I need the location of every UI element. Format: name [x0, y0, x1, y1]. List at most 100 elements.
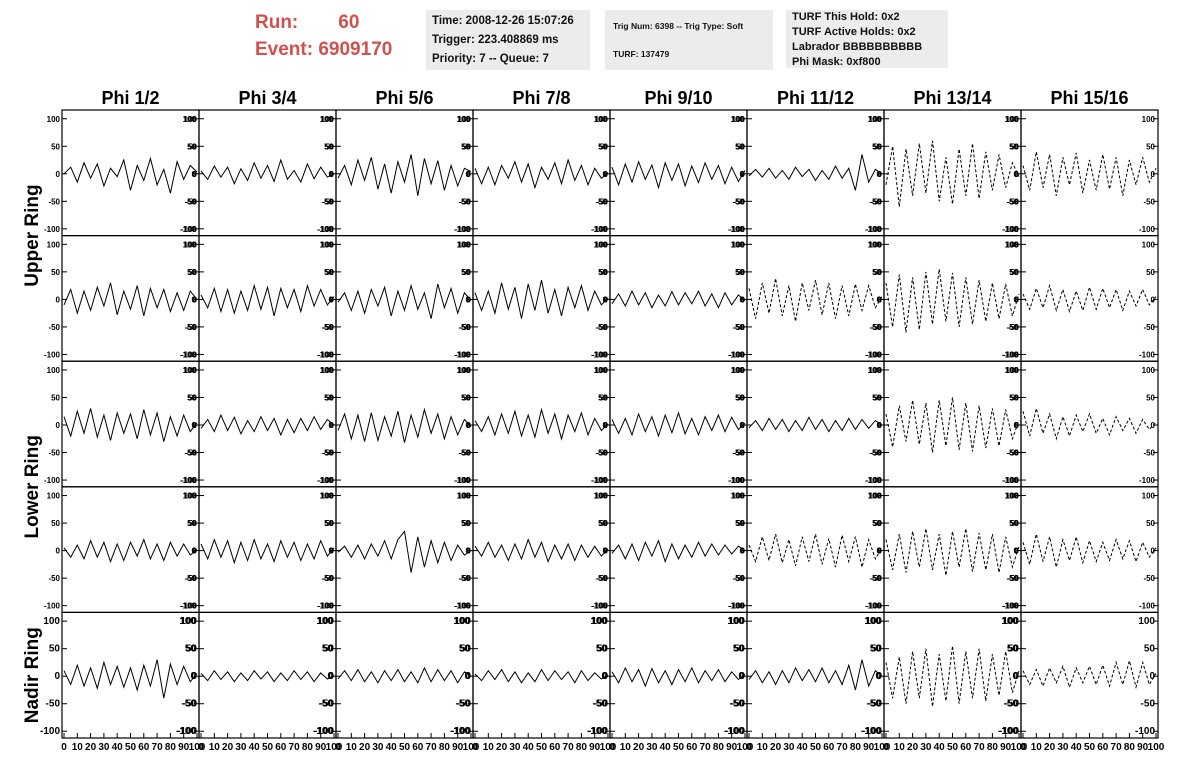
- y-tick-label: 50: [872, 142, 881, 151]
- y-tick-label: 50: [325, 519, 334, 528]
- x-tick-label: 50: [673, 742, 685, 753]
- y-tick-label: -50: [596, 323, 608, 332]
- x-tick-label: 20: [770, 742, 782, 753]
- y-tick-label: 100: [731, 115, 745, 124]
- y-tick-label: 50: [188, 142, 197, 151]
- y-tick-label: -100: [592, 225, 609, 234]
- y-tick-label: 100: [183, 115, 197, 124]
- x-tick-label: 20: [633, 742, 645, 753]
- y-tick-label: 0: [465, 671, 471, 682]
- x-tick-label: 50: [1084, 742, 1096, 753]
- y-tick-label: 100: [594, 492, 608, 501]
- x-tick-label: 0: [198, 742, 204, 753]
- x-tick-label: 0: [335, 742, 341, 753]
- x-tick-label: 60: [686, 742, 698, 753]
- waveform: [474, 668, 609, 684]
- x-tick-label: 10: [209, 742, 221, 753]
- y-tick-label: 100: [1005, 366, 1019, 375]
- y-tick-label: 0: [1013, 671, 1019, 682]
- y-tick-label: 100: [731, 366, 745, 375]
- y-tick-label: 0: [603, 295, 608, 304]
- y-tick-label: -100: [865, 225, 882, 234]
- y-tick-label: -50: [733, 574, 745, 583]
- y-tick-label: -100: [313, 726, 333, 737]
- waveform: [1022, 533, 1157, 568]
- y-tick-label: -50: [1006, 323, 1018, 332]
- y-tick-label: 50: [736, 519, 745, 528]
- y-tick-label: -50: [870, 323, 882, 332]
- y-tick-label: 100: [453, 616, 470, 627]
- y-tick-label: 100: [1142, 240, 1156, 249]
- x-tick-label: 60: [1097, 742, 1109, 753]
- y-tick-label: 100: [595, 366, 609, 375]
- y-tick-label: 100: [1142, 366, 1156, 375]
- y-tick-label: -100: [592, 350, 609, 359]
- y-tick-label: -100: [317, 350, 334, 359]
- y-tick-label: 100: [869, 115, 883, 124]
- panel-frame: [1020, 486, 1159, 613]
- waveform: [63, 659, 198, 699]
- y-tick-label: -50: [593, 699, 608, 710]
- y-tick-label: 0: [190, 671, 196, 682]
- y-tick-label: 0: [877, 295, 882, 304]
- x-tick-label: 0: [61, 742, 67, 753]
- y-tick-label: 100: [47, 366, 61, 375]
- y-tick-label: 100: [183, 366, 197, 375]
- x-tick-label: 90: [178, 742, 190, 753]
- y-tick-label: 0: [739, 671, 745, 682]
- y-tick-label: -50: [458, 574, 470, 583]
- waveform: [1022, 151, 1157, 196]
- y-tick-label: 100: [43, 616, 60, 627]
- y-tick-label: 100: [316, 616, 333, 627]
- panel-frame: [198, 109, 337, 237]
- panel-frame: [1020, 235, 1159, 362]
- y-tick-label: 100: [457, 366, 471, 375]
- y-tick-label: -100: [591, 225, 608, 234]
- waveform: [474, 407, 609, 441]
- y-tick-label: 100: [1005, 240, 1019, 249]
- y-tick-label: 0: [192, 421, 197, 430]
- waveform: [1022, 283, 1157, 314]
- column-title: Phi 3/4: [238, 88, 296, 108]
- y-tick-label: 0: [603, 547, 608, 556]
- x-tick-label: 10: [346, 742, 358, 753]
- x-tick-label: 70: [563, 742, 575, 753]
- y-tick-label: -100: [866, 602, 883, 611]
- y-tick-label: 50: [187, 519, 196, 528]
- waveform: [611, 539, 746, 564]
- y-tick-label: 50: [873, 519, 882, 528]
- y-tick-label: 0: [192, 547, 197, 556]
- y-tick-label: -50: [1006, 449, 1018, 458]
- y-tick-label: 50: [872, 393, 881, 402]
- panel-frame: [198, 486, 337, 613]
- panel-frame: [198, 611, 337, 739]
- y-tick-label: 50: [599, 142, 608, 151]
- y-tick-label: 100: [320, 366, 334, 375]
- row-label: Upper Ring: [22, 184, 43, 286]
- y-tick-label: -100: [1003, 602, 1020, 611]
- waveform: [337, 283, 472, 319]
- y-tick-label: 100: [868, 115, 882, 124]
- x-tick-label: 80: [987, 742, 999, 753]
- y-tick-label: 100: [732, 492, 746, 501]
- y-tick-label: 50: [735, 519, 744, 528]
- waveform: [63, 538, 198, 564]
- y-tick-label: -50: [322, 574, 334, 583]
- y-tick-label: 50: [51, 393, 60, 402]
- y-tick-label: 0: [466, 295, 471, 304]
- y-tick-label: 50: [733, 644, 745, 655]
- panel-frame: [609, 109, 748, 237]
- info-line: TURF Active Holds: 0x2: [792, 26, 916, 38]
- waveform: [63, 282, 198, 317]
- y-tick-label: -100: [1003, 350, 1020, 359]
- panel-frame: [746, 360, 885, 488]
- y-tick-label: -100: [998, 726, 1018, 737]
- panel-frame: [61, 486, 200, 613]
- y-tick-label: -100: [866, 225, 883, 234]
- y-tick-label: 50: [598, 519, 607, 528]
- y-tick-label: 50: [51, 268, 60, 277]
- y-tick-label: -100: [1002, 476, 1019, 485]
- y-tick-label: 50: [459, 644, 471, 655]
- y-tick-label: -50: [459, 449, 471, 458]
- y-tick-label: -50: [1006, 574, 1018, 583]
